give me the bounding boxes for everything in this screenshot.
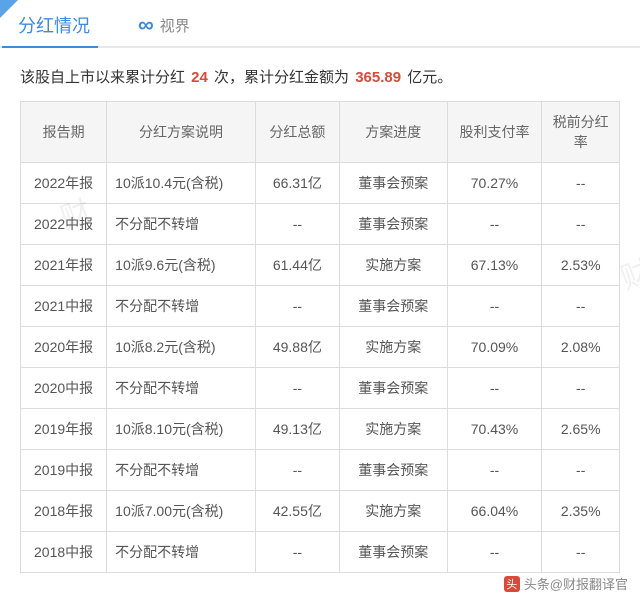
table-row[interactable]: 2019年报10派8.10元(含税)49.13亿实施方案70.43%2.65% (21, 409, 620, 450)
cell-pretax: -- (542, 532, 620, 573)
cell-period: 2021年报 (21, 245, 107, 286)
cell-progress: 实施方案 (339, 491, 447, 532)
table-row[interactable]: 2021中报不分配不转增--董事会预案---- (21, 286, 620, 327)
cell-period: 2018中报 (21, 532, 107, 573)
cell-total: 66.31亿 (255, 163, 339, 204)
cell-period: 2019中报 (21, 450, 107, 491)
cell-total: -- (255, 286, 339, 327)
cell-pretax: -- (542, 450, 620, 491)
cell-pretax: -- (542, 286, 620, 327)
col-plan[interactable]: 分红方案说明 (107, 102, 256, 163)
dividend-amount: 365.89 (353, 69, 403, 86)
cell-period: 2022中报 (21, 204, 107, 245)
cell-pretax: -- (542, 368, 620, 409)
col-pretax[interactable]: 税前分红率 (542, 102, 620, 163)
cell-total: 49.88亿 (255, 327, 339, 368)
col-progress[interactable]: 方案进度 (339, 102, 447, 163)
table-row[interactable]: 2021年报10派9.6元(含税)61.44亿实施方案67.13%2.53% (21, 245, 620, 286)
cell-plan: 不分配不转增 (107, 532, 256, 573)
summary-suffix: 亿元。 (407, 69, 452, 86)
cell-plan: 10派10.4元(含税) (107, 163, 256, 204)
cell-total: 61.44亿 (255, 245, 339, 286)
cell-plan: 不分配不转增 (107, 450, 256, 491)
cell-period: 2022年报 (21, 163, 107, 204)
summary-mid: 次，累计分红金额为 (214, 69, 353, 86)
cell-plan: 10派7.00元(含税) (107, 491, 256, 532)
table-row[interactable]: 2018年报10派7.00元(含税)42.55亿实施方案66.04%2.35% (21, 491, 620, 532)
cell-period: 2020中报 (21, 368, 107, 409)
cell-payout: -- (447, 204, 542, 245)
cell-payout: -- (447, 286, 542, 327)
cell-period: 2021中报 (21, 286, 107, 327)
source-prefix: 头条@ (524, 574, 563, 593)
cell-total: -- (255, 368, 339, 409)
cell-progress: 董事会预案 (339, 450, 447, 491)
cell-payout: 70.43% (447, 409, 542, 450)
cell-progress: 董事会预案 (339, 204, 447, 245)
col-total[interactable]: 分红总额 (255, 102, 339, 163)
brand-label: 视界 (160, 15, 190, 36)
source-name: 财报翻译官 (563, 574, 628, 593)
cell-plan: 10派8.2元(含税) (107, 327, 256, 368)
corner-decoration (0, 0, 18, 18)
cell-progress: 董事会预案 (339, 368, 447, 409)
cell-progress: 实施方案 (339, 409, 447, 450)
cell-payout: -- (447, 368, 542, 409)
summary-prefix: 该股自上市以来累计分红 (20, 69, 189, 86)
cell-plan: 10派8.10元(含税) (107, 409, 256, 450)
cell-payout: 70.27% (447, 163, 542, 204)
brand-link[interactable]: ∞ 视界 (138, 12, 190, 42)
table-header-row: 报告期 分红方案说明 分红总额 方案进度 股利支付率 税前分红率 (21, 102, 620, 163)
cell-progress: 董事会预案 (339, 286, 447, 327)
cell-pretax: -- (542, 163, 620, 204)
dividend-table: 报告期 分红方案说明 分红总额 方案进度 股利支付率 税前分红率 2022年报1… (20, 101, 620, 573)
cell-total: -- (255, 532, 339, 573)
table-row[interactable]: 2022年报10派10.4元(含税)66.31亿董事会预案70.27%-- (21, 163, 620, 204)
cell-progress: 董事会预案 (339, 532, 447, 573)
header-bar: 分红情况 ∞ 视界 (0, 0, 640, 48)
dividend-count: 24 (189, 69, 210, 86)
table-row[interactable]: 2020年报10派8.2元(含税)49.88亿实施方案70.09%2.08% (21, 327, 620, 368)
cell-progress: 实施方案 (339, 327, 447, 368)
cell-payout: 70.09% (447, 327, 542, 368)
cell-pretax: 2.65% (542, 409, 620, 450)
cell-total: -- (255, 204, 339, 245)
cell-payout: -- (447, 532, 542, 573)
summary-text: 该股自上市以来累计分红 24 次，累计分红金额为 365.89 亿元。 (0, 48, 640, 101)
cell-total: 49.13亿 (255, 409, 339, 450)
toutiao-icon: 头 (504, 576, 520, 592)
cell-progress: 董事会预案 (339, 163, 447, 204)
cell-progress: 实施方案 (339, 245, 447, 286)
table-row[interactable]: 2020中报不分配不转增--董事会预案---- (21, 368, 620, 409)
cell-pretax: 2.08% (542, 327, 620, 368)
cell-period: 2020年报 (21, 327, 107, 368)
cell-period: 2018年报 (21, 491, 107, 532)
cell-pretax: 2.35% (542, 491, 620, 532)
cell-total: -- (255, 450, 339, 491)
cell-payout: 66.04% (447, 491, 542, 532)
cell-payout: -- (447, 450, 542, 491)
cell-payout: 67.13% (447, 245, 542, 286)
table-row[interactable]: 2022中报不分配不转增--董事会预案---- (21, 204, 620, 245)
cell-plan: 10派9.6元(含税) (107, 245, 256, 286)
table-row[interactable]: 2019中报不分配不转增--董事会预案---- (21, 450, 620, 491)
cell-plan: 不分配不转增 (107, 204, 256, 245)
cell-period: 2019年报 (21, 409, 107, 450)
cell-pretax: -- (542, 204, 620, 245)
col-period[interactable]: 报告期 (21, 102, 107, 163)
cell-total: 42.55亿 (255, 491, 339, 532)
table-row[interactable]: 2018中报不分配不转增--董事会预案---- (21, 532, 620, 573)
cell-plan: 不分配不转增 (107, 368, 256, 409)
infinity-icon: ∞ (138, 12, 154, 38)
cell-pretax: 2.53% (542, 245, 620, 286)
col-payout[interactable]: 股利支付率 (447, 102, 542, 163)
cell-plan: 不分配不转增 (107, 286, 256, 327)
source-footer[interactable]: 头 头条@ 财报翻译官 (504, 574, 628, 593)
